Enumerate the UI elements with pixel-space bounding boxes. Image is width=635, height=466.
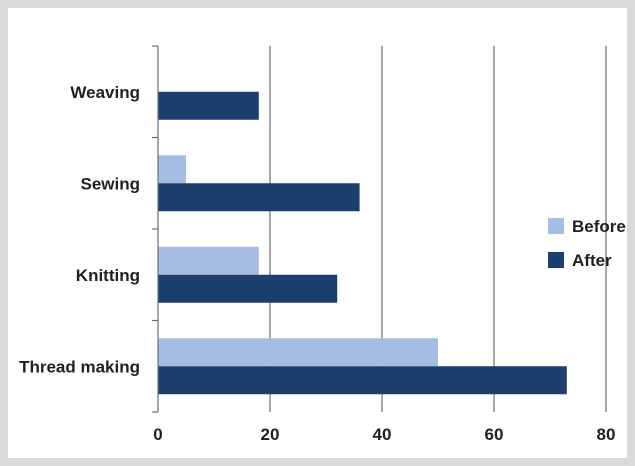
axes [152,45,159,413]
bar-before-sewing [158,155,186,184]
x-tick-label: 20 [261,425,280,444]
legend-swatch-after [548,252,564,268]
bar-before-knitting [158,246,259,275]
legend: Before After [548,217,626,270]
category-label: Weaving [70,83,140,102]
bar-after-thread-making [158,366,567,395]
legend-swatch-before [548,218,564,234]
category-label: Sewing [80,174,140,193]
category-label: Thread making [19,357,140,376]
tick-labels: 0 20 40 60 80 [153,425,615,444]
bars [158,91,567,395]
category-labels: Weaving Sewing Knitting Thread making [19,83,140,377]
legend-label-before: Before [572,217,626,236]
x-tick-label: 80 [597,425,616,444]
category-label: Knitting [76,266,140,285]
bar-after-sewing [158,183,360,212]
bar-after-knitting [158,274,338,303]
legend-label-after: After [572,251,612,270]
x-tick-label: 0 [153,425,162,444]
bar-before-thread-making [158,338,438,367]
x-tick-label: 40 [373,425,392,444]
bar-after-weaving [158,91,259,120]
x-tick-label: 60 [485,425,504,444]
